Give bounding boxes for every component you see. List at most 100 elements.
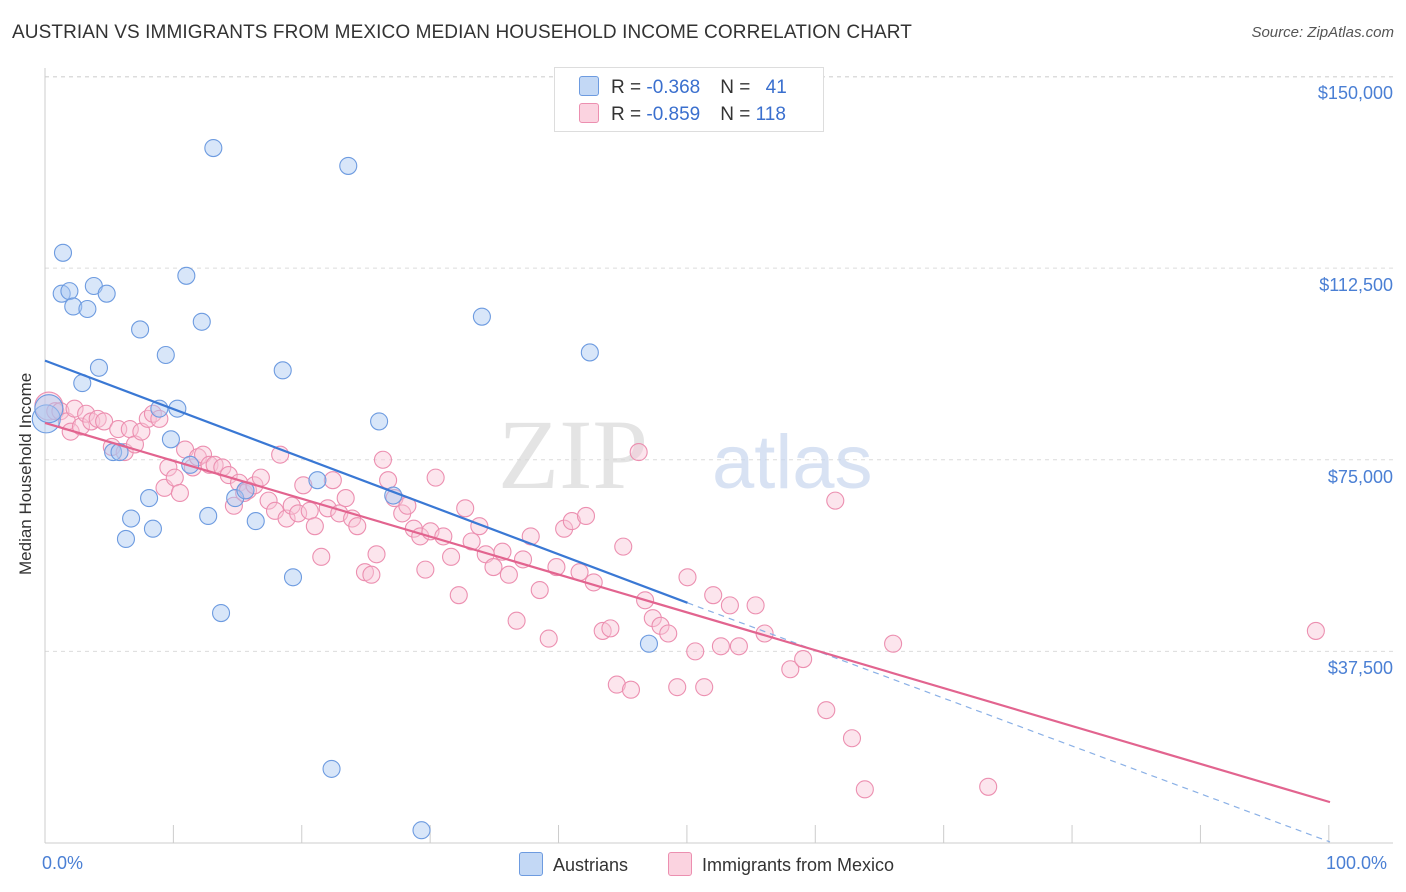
x-tick-label-min: 0.0%: [42, 853, 84, 873]
point-mexico: [720, 596, 739, 615]
source-label: Source: ZipAtlas.com: [1251, 24, 1394, 41]
point-mexico: [289, 504, 308, 523]
x-tick-label-max: 100.0%: [1326, 853, 1388, 873]
point-austrians: [34, 394, 64, 424]
point-mexico: [539, 629, 558, 648]
r-value-mexico: -0.859: [646, 104, 701, 125]
bottom-legend-austrians: Austrians: [519, 852, 628, 876]
point-austrians: [122, 509, 141, 528]
point-mexico: [614, 537, 633, 556]
n-value-austrians: 41: [765, 77, 787, 98]
point-mexico: [601, 619, 620, 638]
y-tick-label: $37,500: [1327, 658, 1393, 679]
point-austrians: [116, 529, 136, 549]
point-mexico: [305, 517, 324, 536]
point-austrians: [78, 299, 97, 319]
point-mexico: [426, 468, 445, 487]
point-austrians: [177, 266, 196, 285]
point-mexico: [817, 701, 836, 720]
point-mexico: [462, 532, 481, 551]
y-tick-label: $75,000: [1327, 466, 1393, 487]
point-mexico: [336, 489, 355, 508]
point-austrians: [204, 138, 223, 158]
point-mexico: [294, 476, 313, 495]
point-mexico: [499, 565, 518, 584]
legend-swatch-austrians: [579, 76, 599, 96]
point-austrians: [89, 358, 109, 377]
point-mexico: [194, 445, 213, 464]
point-austrians: [64, 297, 83, 316]
point-mexico: [530, 581, 549, 600]
point-mexico: [695, 678, 714, 697]
point-mexico: [323, 471, 342, 490]
point-austrians: [226, 489, 245, 508]
point-mexico: [150, 409, 169, 428]
point-austrians: [370, 412, 389, 431]
point-mexico: [416, 560, 435, 579]
point-mexico: [607, 675, 626, 694]
point-mexico: [484, 558, 503, 577]
watermark-zip: ZIP: [498, 399, 648, 510]
point-mexico: [629, 443, 648, 462]
point-austrians: [110, 443, 129, 462]
point-mexico: [711, 637, 730, 656]
y-tick-label: $150,000: [1317, 82, 1393, 103]
point-austrians: [246, 512, 265, 531]
point-mexico: [373, 450, 393, 469]
point-mexico: [165, 468, 184, 487]
point-mexico: [379, 471, 398, 490]
point-mexico: [1306, 621, 1325, 640]
point-mexico: [449, 586, 468, 605]
point-austrians: [156, 345, 175, 365]
point-mexico: [781, 660, 800, 679]
point-austrians: [60, 282, 79, 301]
point-mexico: [621, 680, 641, 699]
point-austrians: [131, 320, 150, 339]
point-austrians: [472, 307, 491, 326]
bottom-legend-mexico: Immigrants from Mexico: [668, 852, 894, 876]
point-mexico: [842, 729, 862, 748]
trend-line-austrians-extension: [687, 602, 1331, 843]
point-mexico: [300, 501, 319, 520]
point-austrians: [143, 519, 162, 538]
point-mexico: [224, 496, 243, 515]
series-immigrants-from-mexico: [34, 391, 1325, 799]
bottom-legend-swatch-mexico: [668, 852, 692, 876]
point-mexico: [95, 412, 114, 431]
point-austrians: [339, 156, 358, 175]
point-austrians: [211, 603, 231, 623]
point-mexico: [562, 512, 581, 531]
point-austrians: [199, 506, 218, 526]
gridlines: [45, 76, 1395, 652]
y-axis-title: Median Household Income: [16, 372, 35, 575]
point-mexico: [170, 483, 189, 503]
trend-line-austrians: [44, 359, 688, 604]
chart-title: AUSTRIAN VS IMMIGRANTS FROM MEXICO MEDIA…: [12, 22, 912, 43]
trend-lines: [44, 359, 1331, 843]
point-austrians: [639, 634, 659, 653]
point-mexico: [442, 547, 461, 566]
point-mexico: [312, 547, 331, 566]
point-mexico: [576, 506, 596, 526]
watermark-atlas: atlas: [712, 420, 873, 505]
point-austrians: [161, 430, 180, 449]
point-mexico: [704, 586, 723, 605]
point-austrians: [412, 821, 431, 840]
point-mexico: [259, 491, 278, 510]
point-austrians: [322, 759, 341, 778]
point-mexico: [251, 468, 270, 487]
y-tick-label: $112,500: [1319, 275, 1393, 296]
point-mexico: [282, 496, 301, 515]
point-mexico: [65, 399, 84, 418]
point-austrians: [97, 284, 116, 303]
point-mexico: [729, 637, 748, 656]
point-mexico: [507, 611, 526, 630]
point-mexico: [547, 558, 566, 577]
point-mexico: [855, 780, 874, 799]
point-mexico: [456, 499, 475, 518]
point-mexico: [884, 634, 903, 653]
point-mexico: [659, 624, 678, 643]
watermark: ZIP atlas: [498, 399, 873, 510]
point-austrians: [283, 568, 303, 587]
bottom-legend-swatch-austrians: [519, 852, 543, 876]
